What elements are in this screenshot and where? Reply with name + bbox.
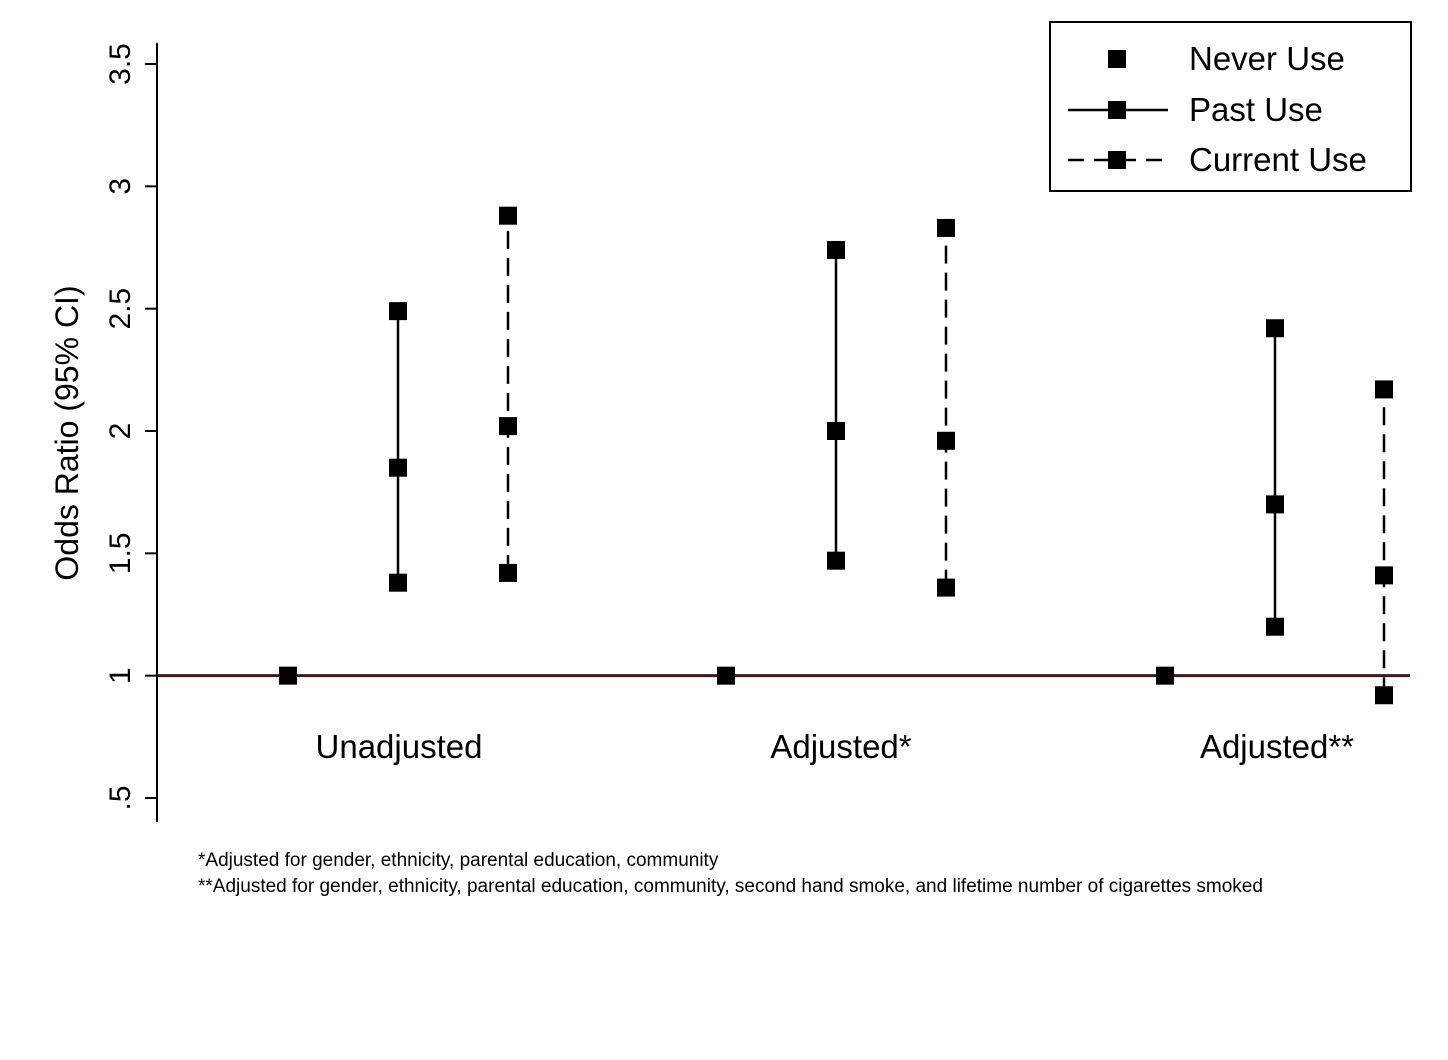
group-label: Adjusted** bbox=[1200, 728, 1354, 765]
y-tick-label: 1.5 bbox=[104, 532, 137, 574]
legend-past-use-marker bbox=[1108, 101, 1126, 119]
y-tick-label: 3.5 bbox=[104, 43, 137, 85]
past-use-ci-upper-marker bbox=[827, 240, 845, 259]
group-label: Unadjusted bbox=[316, 728, 483, 765]
past-use-ci-lower-marker bbox=[389, 573, 407, 592]
past-use-ci-lower-marker bbox=[1266, 617, 1284, 636]
never-use-estimate-marker bbox=[279, 666, 297, 685]
current-use-ci-lower-marker bbox=[937, 578, 955, 597]
current-use-estimate-marker bbox=[499, 417, 517, 436]
legend-current-use-marker bbox=[1108, 151, 1126, 169]
footnote-fully-adjusted: **Adjusted for gender, ethnicity, parent… bbox=[198, 876, 1263, 897]
past-use-ci-upper-marker bbox=[1266, 319, 1284, 338]
past-use-estimate-marker bbox=[389, 458, 407, 477]
y-axis-title: Odds Ratio (95% CI) bbox=[49, 285, 85, 580]
current-use-ci-lower-marker bbox=[1375, 686, 1393, 705]
y-tick-label: 2.5 bbox=[104, 288, 137, 330]
axis-layer: .5 1 1.5 2 2.5 3 3.5 Odds Ratio (95% CI) bbox=[49, 43, 158, 822]
legend-past-use-label: Past Use bbox=[1189, 91, 1323, 128]
past-use-estimate-marker bbox=[827, 422, 845, 440]
current-use-ci-lower-marker bbox=[499, 563, 517, 582]
current-use-ci-upper-marker bbox=[937, 218, 955, 237]
legend-never-use-label: Never Use bbox=[1189, 40, 1345, 77]
marks-layer bbox=[279, 206, 1393, 705]
past-use-ci-upper-marker bbox=[389, 302, 407, 321]
past-use-estimate-marker bbox=[1266, 495, 1284, 514]
never-use-estimate-marker bbox=[1156, 666, 1174, 685]
past-use-ci-lower-marker bbox=[827, 551, 845, 570]
group-label: Adjusted* bbox=[770, 728, 911, 765]
legend: Never Use Past Use Current Use bbox=[1049, 21, 1412, 192]
legend-never-use-marker bbox=[1108, 50, 1126, 68]
current-use-ci-upper-marker bbox=[1375, 380, 1393, 399]
current-use-estimate-marker bbox=[937, 431, 955, 450]
current-use-estimate-marker bbox=[1375, 566, 1393, 585]
current-use-ci-upper-marker bbox=[499, 206, 517, 225]
y-tick-label: 2 bbox=[104, 423, 137, 440]
footnote-adjusted: *Adjusted for gender, ethnicity, parenta… bbox=[198, 850, 719, 871]
legend-current-use-label: Current Use bbox=[1189, 141, 1367, 178]
never-use-estimate-marker bbox=[717, 666, 735, 685]
y-tick-label: .5 bbox=[104, 785, 137, 810]
y-tick-label: 3 bbox=[104, 178, 137, 195]
y-tick-label: 1 bbox=[104, 667, 137, 684]
group-label-layer: Unadjusted Adjusted* Adjusted** bbox=[316, 728, 1355, 765]
